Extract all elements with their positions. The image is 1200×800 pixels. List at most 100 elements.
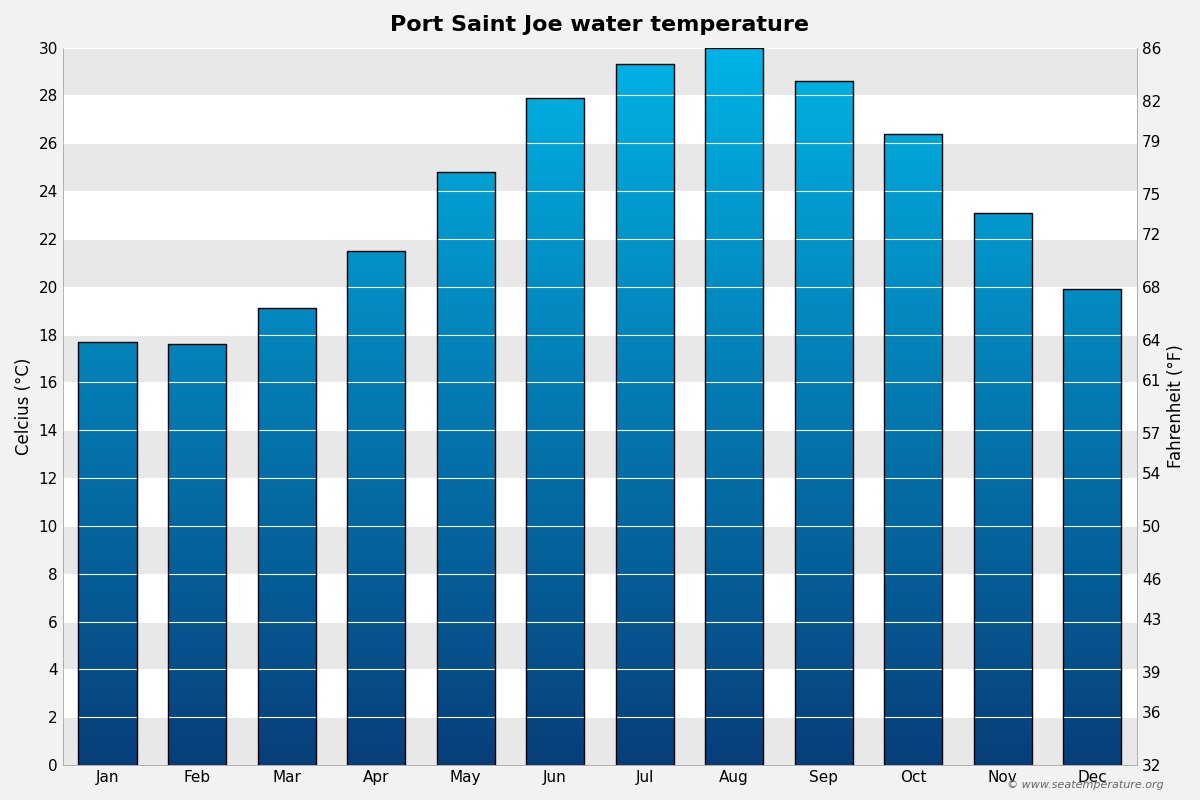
- Bar: [616, 239, 673, 242]
- Bar: [168, 494, 226, 496]
- Bar: [168, 463, 226, 465]
- Bar: [794, 578, 853, 581]
- Bar: [526, 294, 584, 296]
- Bar: [706, 263, 763, 266]
- Bar: [168, 602, 226, 604]
- Bar: [616, 263, 673, 266]
- Bar: [794, 517, 853, 519]
- Bar: [168, 573, 226, 574]
- Bar: [706, 62, 763, 65]
- Bar: [973, 701, 1032, 702]
- Bar: [437, 214, 494, 215]
- Bar: [78, 606, 137, 607]
- Bar: [78, 565, 137, 566]
- Bar: [526, 196, 584, 198]
- Bar: [973, 625, 1032, 627]
- Bar: [884, 668, 942, 670]
- Bar: [884, 759, 942, 761]
- Bar: [78, 421, 137, 422]
- Bar: [258, 518, 316, 520]
- Bar: [526, 542, 584, 545]
- Bar: [258, 742, 316, 744]
- Bar: [1063, 694, 1122, 695]
- Bar: [1063, 335, 1122, 337]
- Bar: [168, 469, 226, 470]
- Bar: [78, 644, 137, 646]
- Bar: [794, 703, 853, 706]
- Bar: [973, 524, 1032, 526]
- Bar: [706, 414, 763, 416]
- Bar: [526, 234, 584, 236]
- Bar: [526, 736, 584, 738]
- Bar: [526, 98, 584, 765]
- Bar: [78, 442, 137, 443]
- Bar: [616, 506, 673, 508]
- Bar: [1063, 395, 1122, 397]
- Bar: [616, 389, 673, 391]
- Bar: [526, 590, 584, 592]
- Bar: [706, 280, 763, 282]
- Bar: [437, 390, 494, 391]
- Bar: [347, 370, 406, 371]
- Bar: [616, 165, 673, 167]
- Bar: [794, 172, 853, 174]
- Bar: [258, 633, 316, 634]
- Bar: [258, 666, 316, 668]
- Bar: [616, 361, 673, 363]
- Bar: [437, 239, 494, 242]
- Bar: [526, 274, 584, 276]
- Bar: [706, 294, 763, 296]
- Bar: [347, 486, 406, 487]
- Bar: [526, 129, 584, 131]
- Bar: [794, 190, 853, 193]
- Bar: [526, 694, 584, 696]
- Bar: [78, 716, 137, 717]
- Bar: [78, 618, 137, 620]
- Bar: [794, 293, 853, 295]
- Bar: [437, 223, 494, 226]
- Bar: [347, 530, 406, 532]
- Bar: [168, 563, 226, 565]
- Bar: [1063, 410, 1122, 411]
- Bar: [258, 584, 316, 586]
- Bar: [347, 395, 406, 397]
- Bar: [884, 670, 942, 673]
- Bar: [794, 597, 853, 598]
- Bar: [794, 622, 853, 624]
- Bar: [347, 681, 406, 683]
- Bar: [973, 609, 1032, 610]
- Bar: [78, 650, 137, 651]
- Bar: [347, 265, 406, 266]
- Bar: [168, 349, 226, 350]
- Bar: [168, 446, 226, 448]
- Bar: [884, 250, 942, 252]
- Bar: [794, 478, 853, 480]
- Bar: [78, 465, 137, 466]
- Bar: [794, 446, 853, 448]
- Bar: [706, 95, 763, 98]
- Bar: [616, 214, 673, 216]
- Bar: [1063, 535, 1122, 537]
- Bar: [437, 403, 494, 406]
- Bar: [973, 438, 1032, 439]
- Bar: [347, 482, 406, 484]
- Bar: [526, 158, 584, 160]
- Bar: [884, 490, 942, 491]
- Bar: [794, 241, 853, 243]
- Bar: [616, 118, 673, 121]
- Bar: [1063, 719, 1122, 721]
- Bar: [78, 537, 137, 538]
- Bar: [526, 594, 584, 596]
- Bar: [258, 311, 316, 313]
- Bar: [884, 714, 942, 717]
- Bar: [884, 150, 942, 153]
- Bar: [168, 688, 226, 690]
- Bar: [168, 396, 226, 398]
- Bar: [168, 531, 226, 532]
- Bar: [973, 240, 1032, 242]
- Bar: [884, 578, 942, 580]
- Bar: [168, 485, 226, 486]
- Bar: [78, 661, 137, 662]
- Bar: [706, 653, 763, 655]
- Bar: [526, 416, 584, 418]
